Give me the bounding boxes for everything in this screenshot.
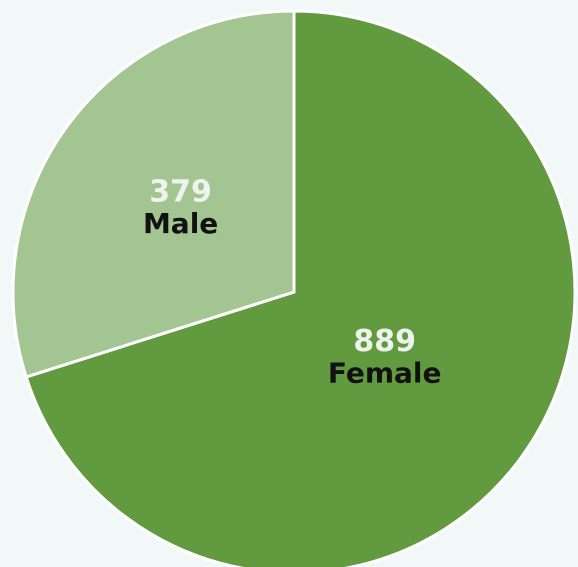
pie-slice — [11, 9, 296, 379]
category-label: Female — [328, 356, 442, 389]
value-label: 889 — [353, 324, 416, 359]
category-label: Male — [143, 207, 218, 240]
pie-slice — [24, 9, 577, 567]
value-label: 379 — [149, 175, 212, 210]
